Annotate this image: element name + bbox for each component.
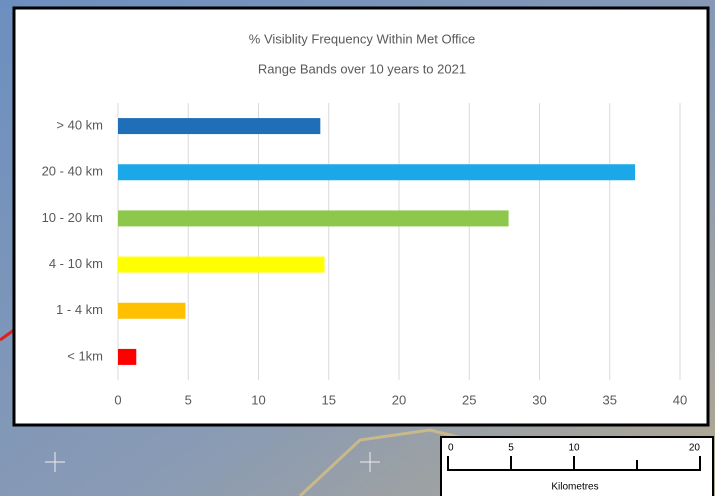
bar (118, 349, 136, 365)
x-tick-label: 35 (603, 392, 617, 407)
y-tick-label: 4 - 10 km (49, 256, 103, 271)
bar (118, 210, 509, 226)
scale-label: 20 (689, 443, 701, 454)
scale-label: 10 (568, 443, 580, 454)
y-tick-label: < 1km (67, 348, 103, 363)
screen: % Visiblity Frequency Within Met Office … (0, 0, 715, 496)
y-tick-label: > 40 km (56, 118, 103, 133)
bar (118, 118, 320, 134)
x-tick-label: 0 (114, 392, 121, 407)
x-tick-label: 10 (251, 392, 265, 407)
x-tick-label: 40 (673, 392, 687, 407)
chart-title: Range Bands over 10 years to 2021 (258, 61, 466, 76)
y-tick-label: 1 - 4 km (56, 302, 103, 317)
chart-title: % Visiblity Frequency Within Met Office (249, 31, 475, 46)
x-tick-label: 15 (322, 392, 336, 407)
x-tick-label: 20 (392, 392, 406, 407)
scale-unit: Kilometres (551, 482, 598, 493)
x-tick-label: 5 (185, 392, 192, 407)
scale-label: 5 (508, 443, 514, 454)
y-tick-label: 20 - 40 km (42, 164, 103, 179)
bar (118, 257, 325, 273)
bar (118, 164, 635, 180)
bar (118, 303, 185, 319)
scale-label: 0 (448, 443, 454, 454)
x-tick-label: 25 (462, 392, 476, 407)
y-tick-label: 10 - 20 km (42, 210, 103, 225)
x-tick-label: 30 (532, 392, 546, 407)
